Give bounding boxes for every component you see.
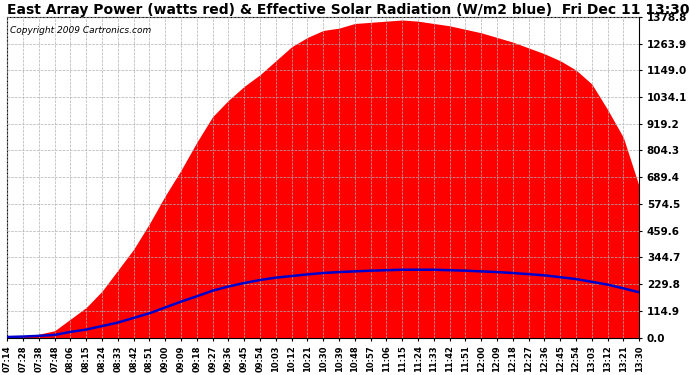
- Text: Copyright 2009 Cartronics.com: Copyright 2009 Cartronics.com: [10, 26, 152, 35]
- Text: East Array Power (watts red) & Effective Solar Radiation (W/m2 blue)  Fri Dec 11: East Array Power (watts red) & Effective…: [8, 3, 690, 17]
